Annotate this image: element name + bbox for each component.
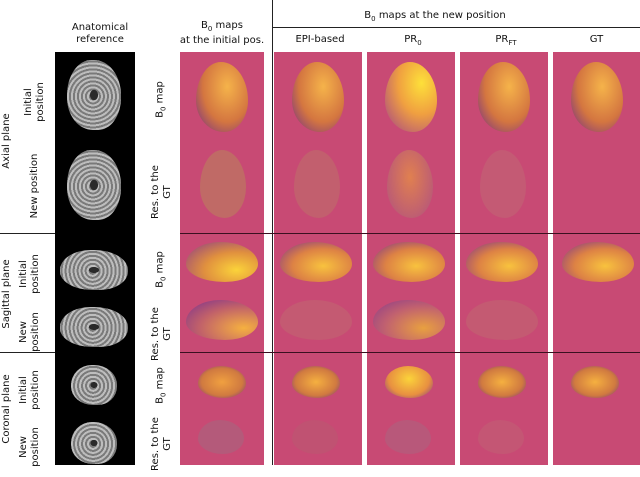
new-pos-sub: 0 [371,15,376,23]
sagittal-b0-label: B0 map [155,235,170,305]
new-pos-rest: maps at the new position [375,10,506,21]
new-pos-b: B [364,10,372,21]
coronal-plane-label: Coronal plane [1,374,12,444]
coronal-b0-pr0 [385,366,433,398]
coronal-b0-gt [571,366,619,398]
coronal-res-initial [198,420,244,454]
sagittal-b0-gt [562,242,634,282]
axial-new-label: New position [29,153,40,219]
coronal-res-epi [292,420,338,454]
axial-initial-label: Initial position [23,82,46,122]
sagittal-new-label: New position [18,312,41,352]
axial-b0-b: map [154,81,166,107]
axial-b0-gt [571,62,623,132]
sagittal-b0-b: map [154,251,166,277]
axial-b0-initial [196,62,248,132]
epi-header: EPI-based [295,34,345,45]
axial-b0-pr0 [385,62,437,132]
axial-b0-a: B [154,111,166,118]
sagittal-b0-epi [280,242,352,282]
anat-sagittal-new [60,307,128,347]
plane-sep-2 [180,352,640,353]
plane-sep-1 [180,233,640,234]
anatomical-column [55,52,135,465]
sagittal-b0-a: B [154,281,166,288]
new-position-header: B0 maps at the new position [330,10,540,25]
coronal-new-label: New position [18,427,41,467]
coronal-b0-initial [198,366,246,398]
pr0-header: PR0 [368,34,458,49]
axial-res-pr0 [387,150,433,218]
anat-sagittal-initial [60,250,128,290]
coronal-res-label: Res. to the GT [150,417,173,471]
gt-header: GT [589,34,604,45]
coronal-b0-epi [292,366,340,398]
coronal-b0-b: map [154,367,166,393]
sagittal-res-epi [280,300,352,340]
initial-maps-sub: 0 [207,25,213,33]
axial-res-prft [480,150,526,218]
initial-maps-line2: at the initial pos. [179,35,265,46]
sagittal-res-prft [466,300,538,340]
pr0-sub: 0 [417,39,422,47]
sagittal-b0-pr0 [373,242,445,282]
anatomical-reference-header: Anatomical reference [71,22,129,45]
coronal-res-prft [478,420,524,454]
axial-plane-label: Axial plane [1,113,12,169]
prft-header: PRFT [461,34,551,49]
left-sep-2 [0,352,55,353]
header-separator [272,0,273,465]
axial-res-initial [200,150,246,218]
anat-axial-new [67,150,121,220]
coronal-b0-sub: 0 [159,392,168,397]
pr0-main: PR [404,34,418,45]
coronal-b0-a: B [154,397,166,404]
anat-axial-initial [67,60,121,130]
anat-coronal-new [71,422,117,464]
axial-b0-sub: 0 [159,106,168,111]
prft-main: PR [495,34,509,45]
initial-maps-b: B [201,20,208,31]
header-rule [272,27,640,28]
coronal-b0-label: B0 map [155,351,170,421]
coronal-b0-prft [478,366,526,398]
initial-maps-maps: maps [212,20,243,31]
initial-maps-header: B0 maps at the initial pos. [172,20,272,47]
sagittal-b0-initial [186,242,258,282]
sagittal-res-pr0 [373,300,445,340]
axial-b0-prft [478,62,530,132]
sagittal-b0-prft [466,242,538,282]
sagittal-plane-label: Sagittal plane [1,259,12,329]
sagittal-b0-sub: 0 [159,276,168,281]
sagittal-res-initial [186,300,258,340]
axial-b0-label: B0 map [155,65,170,135]
axial-res-epi [294,150,340,218]
coronal-initial-label: Initial position [18,370,41,410]
coronal-res-pr0 [385,420,431,454]
sagittal-initial-label: Initial position [18,254,41,294]
left-sep-1 [0,233,55,234]
anat-coronal-initial [71,365,117,405]
axial-b0-epi [292,62,344,132]
axial-res-label: Res. to the GT [150,165,173,219]
prft-sub: FT [508,39,517,47]
